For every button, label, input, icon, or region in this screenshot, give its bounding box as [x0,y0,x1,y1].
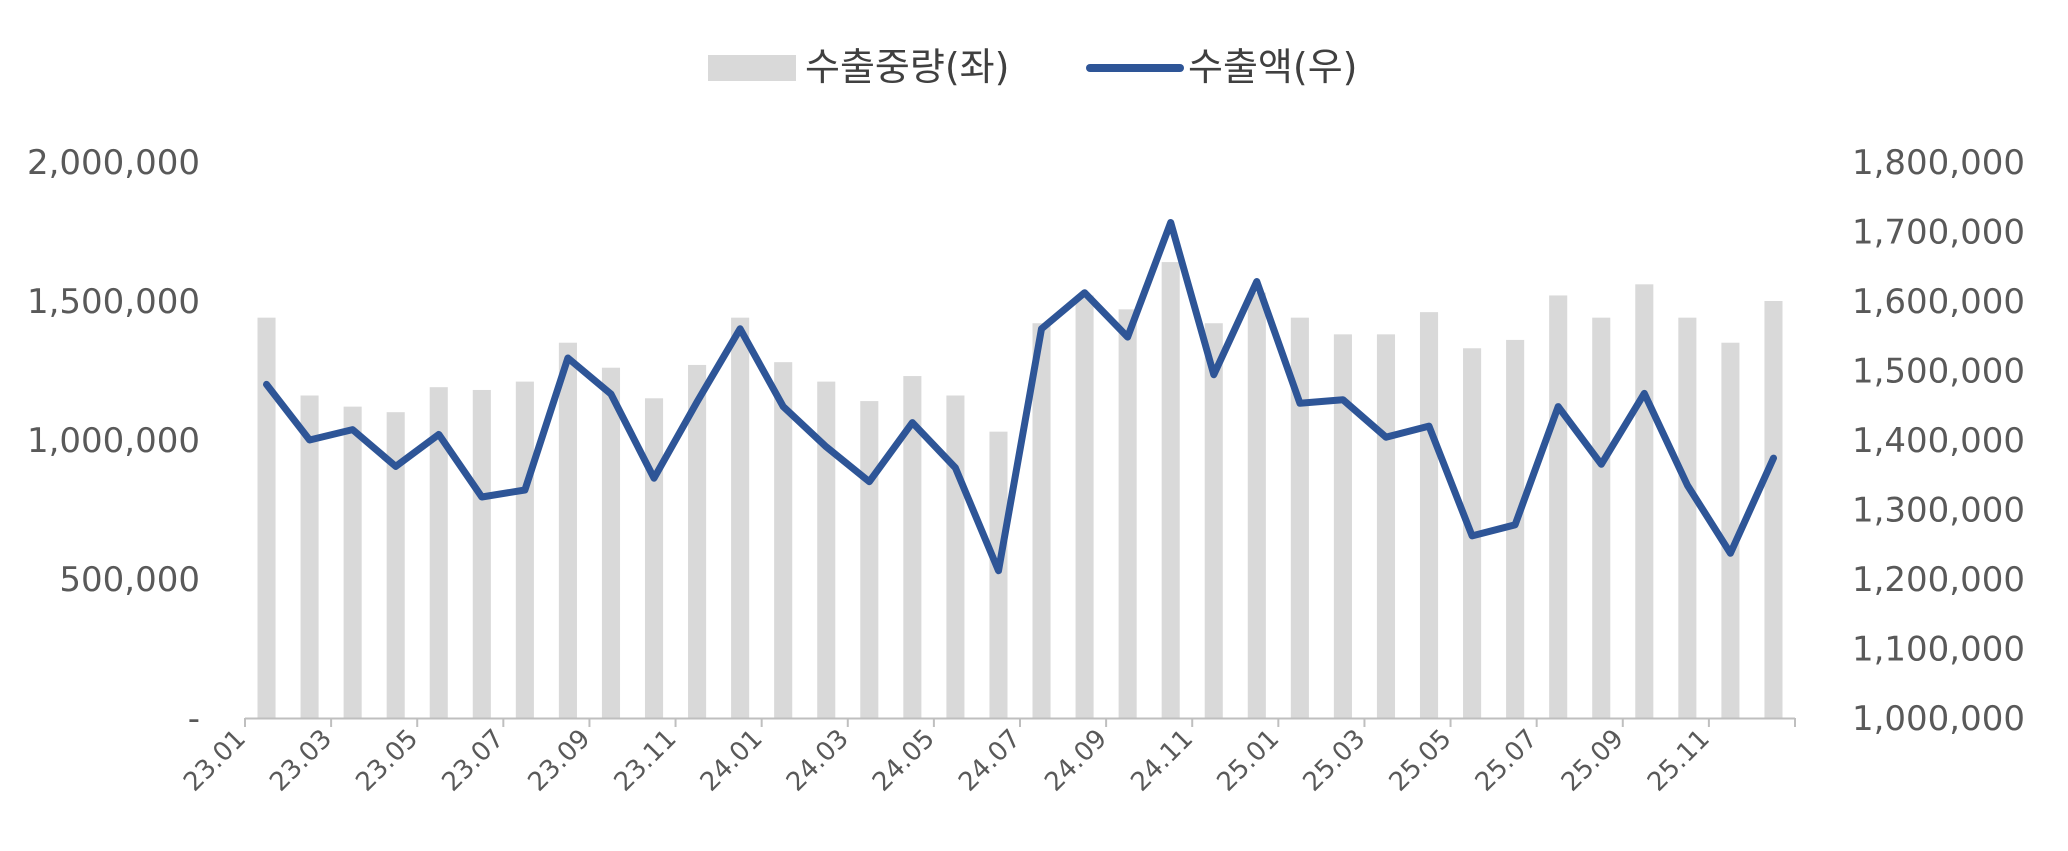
x-axis-tick-label: 24.03 [781,724,855,798]
x-axis-tick-label: 23.05 [350,724,424,798]
x-axis: 23.01 23.03 23.05 23.07 23.09 23.11 24.01 24.03… [178,717,1796,798]
x-axis-tick-label: 25.09 [1556,724,1630,798]
left-axis-tick-label: 2,000,000 [27,143,200,183]
legend-bar-label: 수출중량(좌) [805,45,1009,89]
x-axis-tick-label: 25.05 [1384,724,1458,798]
bar [300,395,319,718]
line-series [263,219,1777,575]
legend-line-label: 수출액(우) [1188,45,1358,89]
right-axis-tick-label: 1,100,000 [1852,630,2025,670]
bar [1075,295,1094,718]
legend-bar-swatch [708,55,796,81]
x-axis-tick-label: 23.03 [264,724,338,798]
bar [1333,334,1352,718]
x-axis-tick-label: 23.09 [523,724,597,798]
x-axis-tick-label: 24.05 [867,724,941,798]
left-axis-tick-label: 1,500,000 [27,282,200,322]
x-axis-tick-label: 23.11 [609,724,683,798]
bar [1032,323,1051,718]
x-axis-tick-label: 24.01 [695,724,769,798]
right-axis-tick-label: 1,400,000 [1852,421,2025,461]
bar [257,317,276,718]
right-axis: 1,000,000 1,100,000 1,200,000 1,300,000 1,40… [1852,143,2025,739]
right-axis-tick-label: 1,700,000 [1852,213,2025,253]
right-axis-tick-label: 1,800,000 [1852,143,2025,183]
bar [860,401,879,718]
bar [386,412,405,718]
bar [1118,309,1137,718]
left-axis-tick-label: 1,000,000 [27,421,200,461]
line-path [263,219,1777,575]
bar [1376,334,1396,718]
right-axis-tick-label: 1,600,000 [1852,282,2025,322]
bar [1161,262,1180,718]
left-axis-tick-label: 500,000 [59,560,200,600]
right-axis-tick-label: 1,200,000 [1852,560,2025,600]
bar [472,389,491,718]
bar [688,364,707,718]
bar [1592,317,1611,718]
legend: 수출중량(좌) 수출액(우) [708,45,1358,89]
bar-series [257,262,1783,718]
right-axis-tick-label: 1,000,000 [1852,699,2025,739]
bar [1721,342,1740,718]
bar [1290,317,1309,718]
bar [903,376,922,718]
bar [774,362,793,718]
bar [1419,312,1439,718]
left-axis: - 500,000 1,000,000 1,500,000 2,000,000 [27,143,200,739]
bar [429,387,448,718]
bar [558,342,577,718]
left-axis-tick-label: - [188,699,200,739]
x-axis-tick-label: 25.11 [1642,724,1716,798]
bar [731,317,750,718]
x-axis-tick-label: 25.03 [1298,724,1372,798]
x-axis-tick-label: 24.09 [1039,724,1113,798]
bar [1247,292,1266,718]
bar [946,395,965,718]
bar [1549,295,1568,718]
bar [343,406,362,718]
x-axis-tick-label: 25.07 [1470,724,1544,798]
bar [817,381,836,718]
bar [989,431,1008,718]
bar [601,367,621,718]
right-axis-tick-label: 1,300,000 [1852,491,2025,531]
bar [515,381,534,718]
bar [644,398,664,718]
x-axis-tick-label: 24.11 [1125,724,1199,798]
bar [1678,317,1697,718]
right-axis-tick-label: 1,500,000 [1852,352,2025,392]
bar [1506,339,1525,718]
x-axis-tick-label: 24.07 [953,724,1027,798]
x-axis-tick-label: 25.01 [1211,724,1285,798]
x-axis-tick-label: 23.07 [436,724,510,798]
bar [1635,284,1654,718]
bar [1764,301,1783,718]
bar [1204,323,1223,718]
